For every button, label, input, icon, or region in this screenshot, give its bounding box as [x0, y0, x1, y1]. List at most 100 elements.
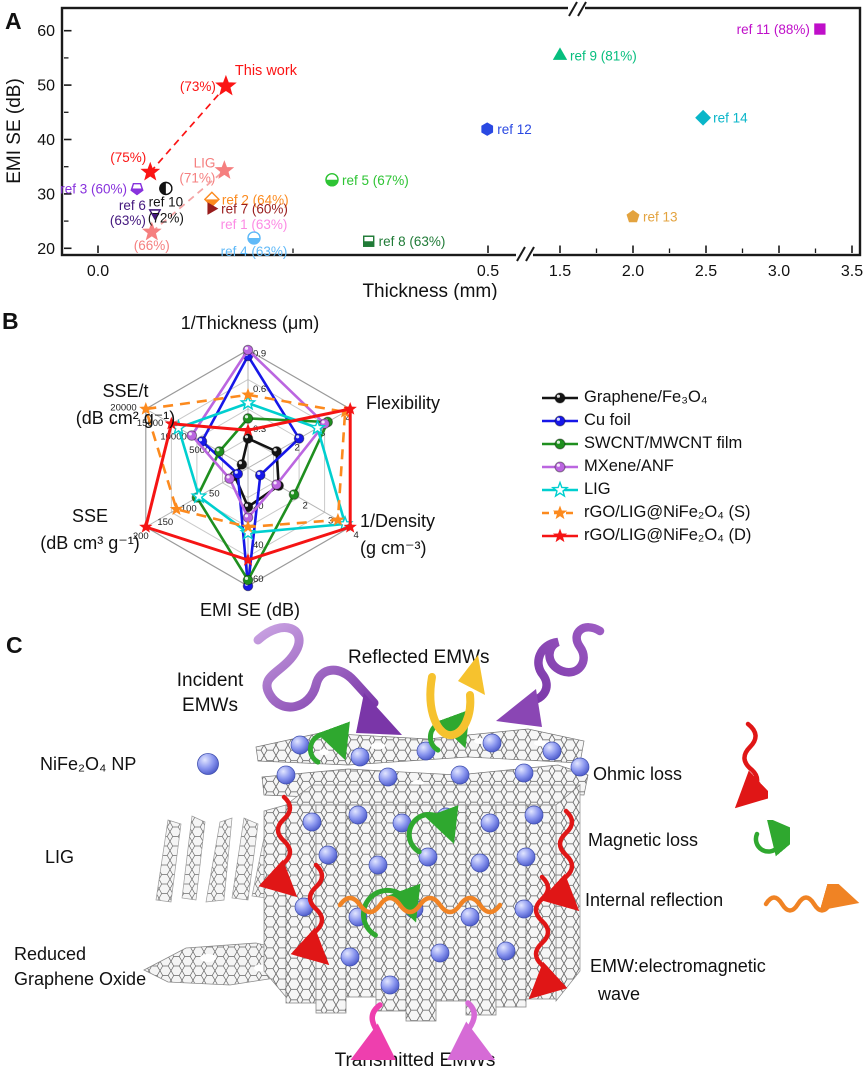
nanoparticle-sphere	[348, 805, 368, 825]
radar-axis-title-sse: SSE (dB cm³ g⁻¹)	[15, 503, 165, 557]
radar-legend: Graphene/Fe₃O₄ Cu foil SWCNT/MWCNT film MXe…	[540, 386, 751, 547]
magnetic-loss-arrow	[307, 721, 350, 765]
radar-axis-title-density: 1/Density (g cm⁻³)	[360, 508, 435, 562]
scatter-point-ref-8: ref 8 (63%)	[363, 234, 445, 249]
nanoparticle-sphere	[470, 853, 490, 873]
nife2o4-nanoparticles	[276, 733, 590, 995]
marker-tri-down-half	[148, 209, 162, 221]
svg-text:ref 12: ref 12	[497, 122, 532, 137]
svg-text:ref 6: ref 6	[119, 198, 146, 213]
nanoparticle-sphere	[514, 763, 534, 783]
svg-text:200: 200	[133, 531, 149, 542]
marker-star	[140, 161, 161, 181]
ohmic-loss-arrow	[258, 794, 298, 898]
svg-text:ref 1 (63%): ref 1 (63%)	[221, 217, 288, 232]
radar-axis-title-sset-line2: (dB cm² g⁻¹)	[75, 408, 176, 428]
svg-text:(73%): (73%)	[180, 79, 216, 94]
svg-text:50: 50	[37, 78, 55, 95]
legend-item: Cu foil	[540, 409, 751, 432]
svg-text:ref 4 (63%): ref 4 (63%)	[221, 244, 288, 259]
radar-axis-title-sset: SSE/t (dB cm² g⁻¹)	[28, 378, 223, 432]
svg-text:(72%): (72%)	[148, 210, 184, 225]
marker-hexagon	[481, 122, 494, 136]
marker-circle-bottom	[325, 173, 339, 187]
svg-text:ref 7 (60%): ref 7 (60%)	[221, 202, 288, 217]
nanoparticle-sphere	[542, 741, 562, 761]
scatter-point-ref-14: ref 14	[695, 109, 748, 126]
svg-text:(71%): (71%)	[179, 171, 215, 186]
nanoparticle-sphere	[524, 805, 544, 825]
nanoparticle-sphere	[450, 765, 470, 785]
marker-square	[814, 23, 826, 35]
svg-text:100: 100	[181, 503, 197, 514]
scatter-point-ref-9: ref 9 (81%)	[552, 47, 637, 64]
magnetic-loss-arrow	[360, 883, 421, 938]
svg-text:0.6: 0.6	[253, 384, 266, 395]
svg-text:(63%): (63%)	[110, 213, 146, 228]
legend-item-label: SWCNT/MWCNT film	[584, 434, 743, 452]
composite-structure-illustration	[253, 623, 605, 1060]
svg-text:4: 4	[354, 530, 359, 541]
nife2o4-np-icon	[197, 753, 219, 775]
legend-swatch	[542, 528, 578, 542]
ohmic-loss-icon	[734, 721, 768, 809]
legend-swatch	[542, 438, 578, 449]
legend-item-label: Cu foil	[584, 411, 631, 429]
svg-text:ref 11 (88%): ref 11 (88%)	[737, 22, 810, 37]
nanoparticle-sphere	[496, 941, 516, 961]
marker-square-half	[363, 235, 375, 247]
marker-diamond-half	[203, 191, 220, 208]
emw-note-label: EMW:electromagnetic wave	[590, 956, 766, 1004]
svg-text:EMI SE (dB): EMI SE (dB)	[4, 78, 25, 184]
nanoparticle-sphere	[378, 767, 398, 787]
nanoparticle-sphere	[380, 975, 400, 995]
svg-text:0.0: 0.0	[87, 263, 109, 280]
svg-text:60: 60	[253, 574, 264, 585]
magnetic-loss-arrow	[406, 805, 459, 855]
scatter-point-ref-12: ref 12	[481, 122, 532, 137]
incident-emw-arrow	[253, 623, 402, 735]
scatter-point-ref-6: ref 6(63%)	[110, 198, 162, 228]
nanoparticle-sphere	[514, 899, 534, 919]
nanoparticle-sphere	[460, 907, 480, 927]
ohmic-loss-label: Ohmic loss	[593, 764, 683, 784]
legend-item-label: LIG	[584, 480, 611, 498]
reflected-emw-purple-arrow	[496, 623, 605, 727]
legend-item-label: rGO/LIG@NiFe₂O₄ (D)	[584, 526, 752, 544]
radar-axis-title-sse-line1: SSE	[71, 506, 109, 526]
legend-item: LIG	[540, 478, 751, 501]
reflected-emws-label: Reflected EMWs	[348, 647, 490, 668]
radar-series-mxene-anf	[186, 344, 330, 523]
svg-text:2: 2	[294, 443, 299, 454]
nanoparticle-sphere	[368, 855, 388, 875]
scatter-point-ref-11: ref 11 (88%)	[737, 22, 826, 37]
lig-label: LIG	[45, 847, 75, 867]
radar-axis-title-flexibility: Flexibility	[366, 393, 441, 413]
nanoparticle-sphere	[516, 847, 536, 867]
marker-star	[215, 74, 237, 96]
legend-item-label: rGO/LIG@NiFe₂O₄ (S)	[584, 503, 751, 521]
svg-text:(66%): (66%)	[134, 238, 170, 253]
marker-circle-half-left	[159, 181, 173, 196]
nanoparticle-sphere	[418, 847, 438, 867]
svg-text:150: 150	[157, 517, 173, 528]
legend-swatch	[542, 392, 578, 403]
marker-star	[141, 221, 162, 241]
panel-c-letter: C	[6, 632, 23, 658]
emi-scatter-chart: 20 30 40 50 60 0.0 0.5 1.5 2.0 2.5 3.0 3.5 Thickness…	[4, 1, 863, 300]
svg-text:ref 9 (81%): ref 9 (81%)	[570, 49, 637, 64]
svg-text:ref 10: ref 10	[149, 194, 184, 209]
nanoparticle-sphere	[430, 943, 450, 963]
panel-a-letter: A	[5, 8, 22, 34]
svg-text:60: 60	[37, 23, 55, 40]
svg-text:LIG: LIG	[194, 156, 216, 171]
internal-reflection-wave	[337, 895, 503, 915]
ohmic-loss-arrow	[290, 862, 330, 966]
nanoparticle-sphere	[318, 845, 338, 865]
scatter-point-this-work: This work (73%)	[180, 63, 298, 96]
svg-text:40: 40	[253, 540, 264, 551]
scatter-point-66pct: (66%)	[134, 221, 170, 253]
legend-swatch	[542, 461, 578, 472]
